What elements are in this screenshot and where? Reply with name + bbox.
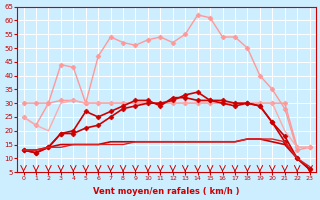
X-axis label: Vent moyen/en rafales ( km/h ): Vent moyen/en rafales ( km/h ) [93,187,240,196]
